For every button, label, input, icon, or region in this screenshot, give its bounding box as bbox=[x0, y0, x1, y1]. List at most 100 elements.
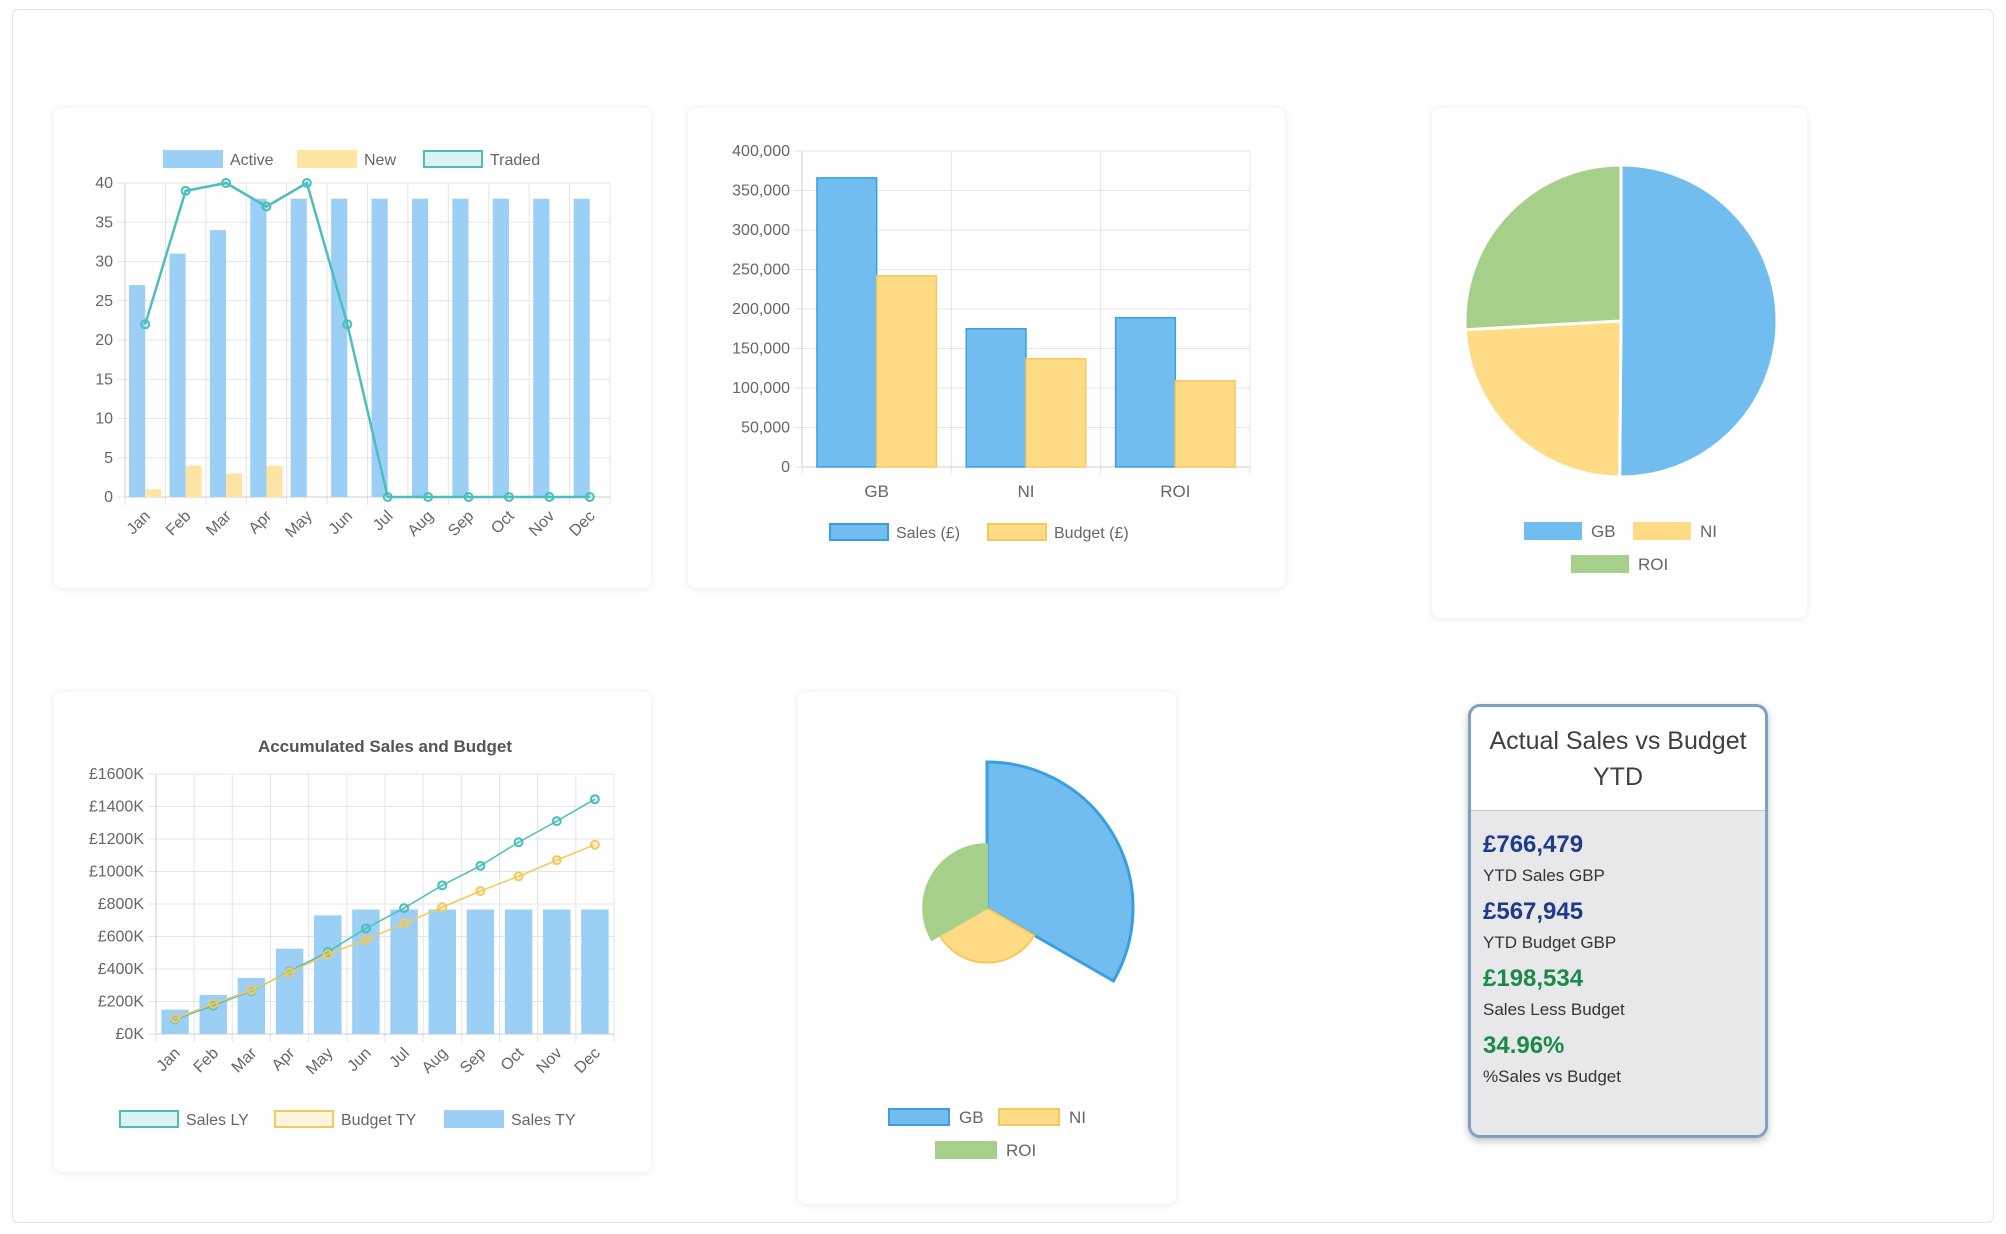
y-tick-label: 10 bbox=[95, 411, 113, 428]
bar-sales-ty-nov bbox=[543, 909, 571, 1034]
polar-segment-roi bbox=[922, 843, 988, 942]
legend-swatch-new bbox=[297, 150, 357, 168]
point-sales-ly-dec bbox=[589, 794, 600, 805]
x-tick-label: Mar bbox=[229, 1044, 261, 1076]
legend-swatch-sales-ty bbox=[444, 1110, 504, 1128]
y-tick-label: 400,000 bbox=[732, 143, 790, 160]
x-tick-label: Sep bbox=[445, 508, 477, 540]
point-budget-ty-apr bbox=[284, 967, 295, 978]
x-tick-label: Sep bbox=[457, 1045, 489, 1077]
point-sales-ly-sep bbox=[475, 860, 486, 871]
bar-sales-ty-oct bbox=[504, 909, 533, 1034]
legend-label-roi: ROI bbox=[1638, 555, 1668, 574]
sales-less-budget-value: £198,534 bbox=[1483, 965, 1584, 992]
point-traded-nov bbox=[544, 492, 555, 502]
slice-gb bbox=[1618, 163, 1779, 479]
legend-swatch-ni bbox=[998, 1108, 1060, 1126]
bar-active-feb bbox=[169, 253, 186, 497]
bar-sales-ty-apr bbox=[275, 948, 304, 1034]
legend-label-sales-ty: Sales TY bbox=[511, 1112, 576, 1129]
y-tick-label: 25 bbox=[95, 293, 113, 310]
polar-area-chart: GB NI ROI bbox=[888, 760, 1135, 1160]
point-sales-ly-jul bbox=[399, 903, 410, 914]
point-traded-oct bbox=[503, 492, 514, 502]
x-tick-label: Oct bbox=[498, 1044, 528, 1074]
bar-sales-gb bbox=[816, 177, 878, 468]
point-sales-ly-jun bbox=[360, 923, 371, 934]
point-traded-jun bbox=[342, 319, 353, 330]
line-sales-ly bbox=[174, 798, 596, 1021]
accumulated-chart-card: £0K £200K £400K £600K £800K £1000K £1200K £1400… bbox=[54, 692, 651, 1172]
ytd-sales-label: YTD Sales GBP bbox=[1483, 866, 1605, 885]
x-tick-label: May bbox=[282, 508, 315, 541]
y-tick-label: 40 bbox=[95, 175, 113, 192]
bar-budget-gb bbox=[875, 275, 938, 468]
y-tick-label: 150,000 bbox=[732, 341, 790, 358]
bar-new-apr bbox=[266, 465, 283, 497]
legend-swatch-gb bbox=[1524, 522, 1582, 540]
bar-active-sep bbox=[452, 198, 469, 497]
polar-segment-ni bbox=[938, 906, 1036, 964]
point-traded-jul bbox=[382, 492, 393, 502]
x-tick-label: NI bbox=[1018, 482, 1035, 501]
bar-sales-ty-jun bbox=[352, 909, 380, 1034]
bar-sales-ni bbox=[965, 328, 1027, 468]
x-tick-label: Dec bbox=[572, 1045, 604, 1077]
legend-label-gb: GB bbox=[959, 1108, 984, 1127]
point-budget-ty-jan bbox=[170, 1013, 181, 1024]
point-traded-apr bbox=[261, 201, 272, 212]
x-tick-label: Dec bbox=[566, 508, 598, 540]
x-tick-label: Jun bbox=[326, 508, 356, 538]
legend-swatch-budget bbox=[987, 523, 1047, 541]
legend-swatch-active bbox=[163, 150, 223, 168]
x-tick-label: Apr bbox=[246, 507, 276, 537]
legend-label-traded: Traded bbox=[490, 152, 540, 169]
y-tick-label: £600K bbox=[98, 929, 145, 946]
point-budget-ty-may bbox=[322, 949, 333, 960]
accumulated-sales-chart: £0K £200K £400K £600K £800K £1000K £1200K £1400… bbox=[89, 737, 615, 1129]
ytd-sales-value: £766,479 bbox=[1483, 831, 1584, 858]
sales-vs-budget-pct-label: %Sales vs Budget bbox=[1483, 1067, 1621, 1086]
y-tick-label: 100,000 bbox=[732, 380, 790, 397]
legend-swatch-roi bbox=[935, 1141, 997, 1159]
x-tick-label: ROI bbox=[1160, 482, 1190, 501]
y-tick-label: £1200K bbox=[89, 831, 144, 848]
bar-sales-ty-aug bbox=[428, 909, 456, 1034]
bar-active-nov bbox=[533, 198, 550, 497]
point-traded-sep bbox=[463, 492, 474, 502]
point-traded-aug bbox=[423, 492, 434, 502]
x-tick-label: Nov bbox=[533, 1045, 565, 1077]
x-tick-label: Jan bbox=[124, 508, 154, 538]
y-tick-label: 350,000 bbox=[732, 183, 790, 200]
polar-chart-card: GB NI ROI bbox=[798, 692, 1176, 1204]
y-tick-label: £0K bbox=[116, 1026, 145, 1043]
y-tick-label: 50,000 bbox=[741, 420, 790, 437]
y-tick-label: 300,000 bbox=[732, 222, 790, 239]
bar-sales-ty-dec bbox=[581, 909, 609, 1034]
y-tick-label: 35 bbox=[95, 214, 113, 231]
legend-swatch-sales bbox=[829, 523, 889, 541]
legend-label-sales: Sales (£) bbox=[896, 525, 960, 542]
line-traded bbox=[144, 181, 590, 499]
y-tick-label: 0 bbox=[104, 489, 113, 506]
ytd-budget-label: YTD Budget GBP bbox=[1483, 933, 1617, 952]
x-tick-label: Jul bbox=[386, 1045, 412, 1071]
x-tick-label: Jun bbox=[344, 1045, 374, 1075]
legend-swatch-budget-ty bbox=[274, 1110, 334, 1128]
bar-active-jan bbox=[129, 285, 146, 497]
sales-less-budget-label: Sales Less Budget bbox=[1483, 1000, 1625, 1019]
y-tick-label: 200,000 bbox=[732, 301, 790, 318]
x-tick-label: Feb bbox=[191, 1045, 223, 1077]
legend-label-budget-ty: Budget TY bbox=[341, 1112, 417, 1129]
x-tick-label: Apr bbox=[269, 1044, 299, 1074]
x-tick-label: May bbox=[303, 1045, 336, 1078]
polar-segment-gb bbox=[985, 760, 1135, 984]
bar-budget-ni bbox=[1025, 358, 1087, 468]
bar-new-jan bbox=[145, 489, 162, 497]
sales-pie-chart: GB NI ROI bbox=[1463, 163, 1779, 574]
x-tick-label: Oct bbox=[488, 507, 518, 537]
y-tick-label: 30 bbox=[95, 254, 113, 271]
legend-label-budget: Budget (£) bbox=[1054, 525, 1129, 542]
legend-swatch-sales-ly bbox=[119, 1110, 179, 1128]
x-tick-label: Aug bbox=[419, 1045, 451, 1077]
